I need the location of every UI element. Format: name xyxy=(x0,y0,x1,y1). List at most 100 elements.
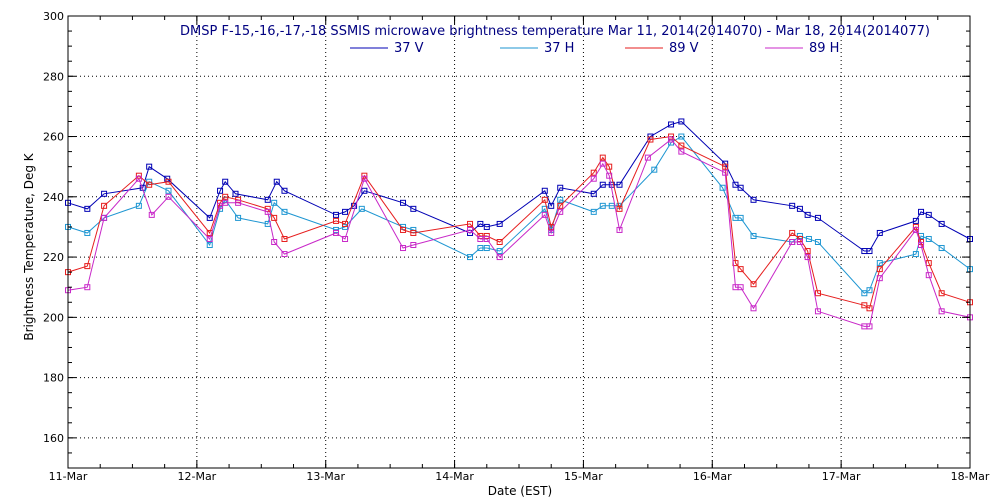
data-point xyxy=(264,196,271,203)
data-point xyxy=(805,235,812,242)
data-point xyxy=(651,166,658,173)
x-tick-label: 14-Mar xyxy=(435,470,474,483)
data-point xyxy=(912,226,919,233)
data-point xyxy=(750,196,757,203)
data-point xyxy=(678,118,685,125)
data-point xyxy=(737,184,744,191)
data-point xyxy=(541,211,548,218)
data-point xyxy=(477,220,484,227)
data-point xyxy=(400,245,407,252)
data-point xyxy=(232,190,239,197)
y-tick-label: 280 xyxy=(43,70,64,83)
data-point xyxy=(271,239,278,245)
data-point xyxy=(342,220,349,227)
series-line xyxy=(67,120,971,252)
data-point xyxy=(750,281,757,288)
data-point xyxy=(866,323,873,330)
data-point xyxy=(222,199,229,206)
legend-label: 37 H xyxy=(544,41,574,56)
data-point xyxy=(146,163,153,170)
data-point xyxy=(590,175,597,182)
y-tick-label: 180 xyxy=(43,372,64,385)
x-axis-label: Date (EST) xyxy=(488,484,552,498)
data-point xyxy=(606,163,613,170)
data-point xyxy=(148,211,155,218)
data-point xyxy=(732,181,739,188)
data-point xyxy=(678,133,685,140)
data-point xyxy=(84,263,91,270)
data-point xyxy=(814,308,821,315)
data-point xyxy=(164,175,171,182)
data-point xyxy=(737,266,744,273)
series-line xyxy=(67,135,971,310)
data-point xyxy=(814,290,821,297)
data-point xyxy=(361,175,368,182)
data-point xyxy=(590,169,597,176)
data-point xyxy=(678,148,685,155)
data-point xyxy=(217,187,224,194)
legend-label: 37 V xyxy=(394,41,424,56)
data-point xyxy=(861,290,868,297)
data-point xyxy=(496,254,503,261)
data-point xyxy=(925,272,932,279)
y-tick-label: 160 xyxy=(43,432,64,445)
data-point xyxy=(206,214,213,221)
data-point xyxy=(796,239,803,245)
data-point xyxy=(101,202,108,209)
data-point xyxy=(483,245,490,252)
plot-frame xyxy=(67,15,971,469)
data-point xyxy=(206,235,213,242)
data-point xyxy=(814,214,821,221)
y-tick-label: 260 xyxy=(43,131,64,144)
series-line xyxy=(67,138,971,327)
data-point xyxy=(146,181,153,188)
data-point xyxy=(750,232,757,239)
data-point xyxy=(101,214,108,221)
y-tick-label: 220 xyxy=(43,251,64,264)
data-point xyxy=(496,239,503,245)
data-point xyxy=(235,199,242,206)
data-point xyxy=(165,187,172,194)
data-point xyxy=(678,142,685,149)
series-line xyxy=(67,135,971,294)
data-point xyxy=(722,169,729,176)
data-point xyxy=(814,239,821,245)
y-axis-label: Brightness Temperature, Deg K xyxy=(22,152,36,340)
data-point xyxy=(467,254,474,261)
series-89h xyxy=(65,136,973,330)
data-point xyxy=(557,208,564,215)
x-tick-label: 16-Mar xyxy=(693,470,732,483)
data-point xyxy=(876,229,883,236)
data-point xyxy=(342,235,349,242)
y-tick-label: 200 xyxy=(43,311,64,324)
data-point xyxy=(333,226,340,233)
x-tick-label: 11-Mar xyxy=(49,470,88,483)
data-point xyxy=(938,245,945,252)
data-point xyxy=(599,181,606,188)
data-point xyxy=(599,160,606,167)
data-point xyxy=(938,220,945,227)
data-point xyxy=(84,229,91,236)
data-point xyxy=(644,154,651,161)
data-point xyxy=(737,214,744,221)
data-point xyxy=(361,187,368,194)
data-point xyxy=(866,305,873,312)
data-point xyxy=(135,202,142,209)
series-layer xyxy=(65,118,973,330)
data-point xyxy=(342,208,349,215)
data-point xyxy=(264,205,271,212)
data-point xyxy=(281,208,288,215)
data-point xyxy=(737,284,744,291)
data-point xyxy=(351,202,358,209)
data-point xyxy=(410,205,417,212)
data-point xyxy=(222,193,229,200)
data-point xyxy=(804,254,811,261)
data-point xyxy=(557,196,564,203)
series-37v xyxy=(65,118,973,255)
x-tick-label: 18-Mar xyxy=(951,470,990,483)
axes: 160 180 200 220 240 260 280 300 11-Mar 12-Mar 13-M… xyxy=(43,10,990,483)
data-point xyxy=(616,205,623,212)
data-point xyxy=(541,196,548,203)
data-point xyxy=(750,305,757,312)
